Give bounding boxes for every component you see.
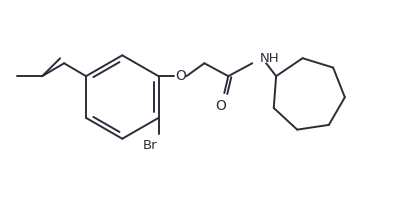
Text: Br: Br [143,139,158,152]
Text: NH: NH [260,52,280,65]
Text: O: O [175,69,186,83]
Text: O: O [215,99,226,113]
